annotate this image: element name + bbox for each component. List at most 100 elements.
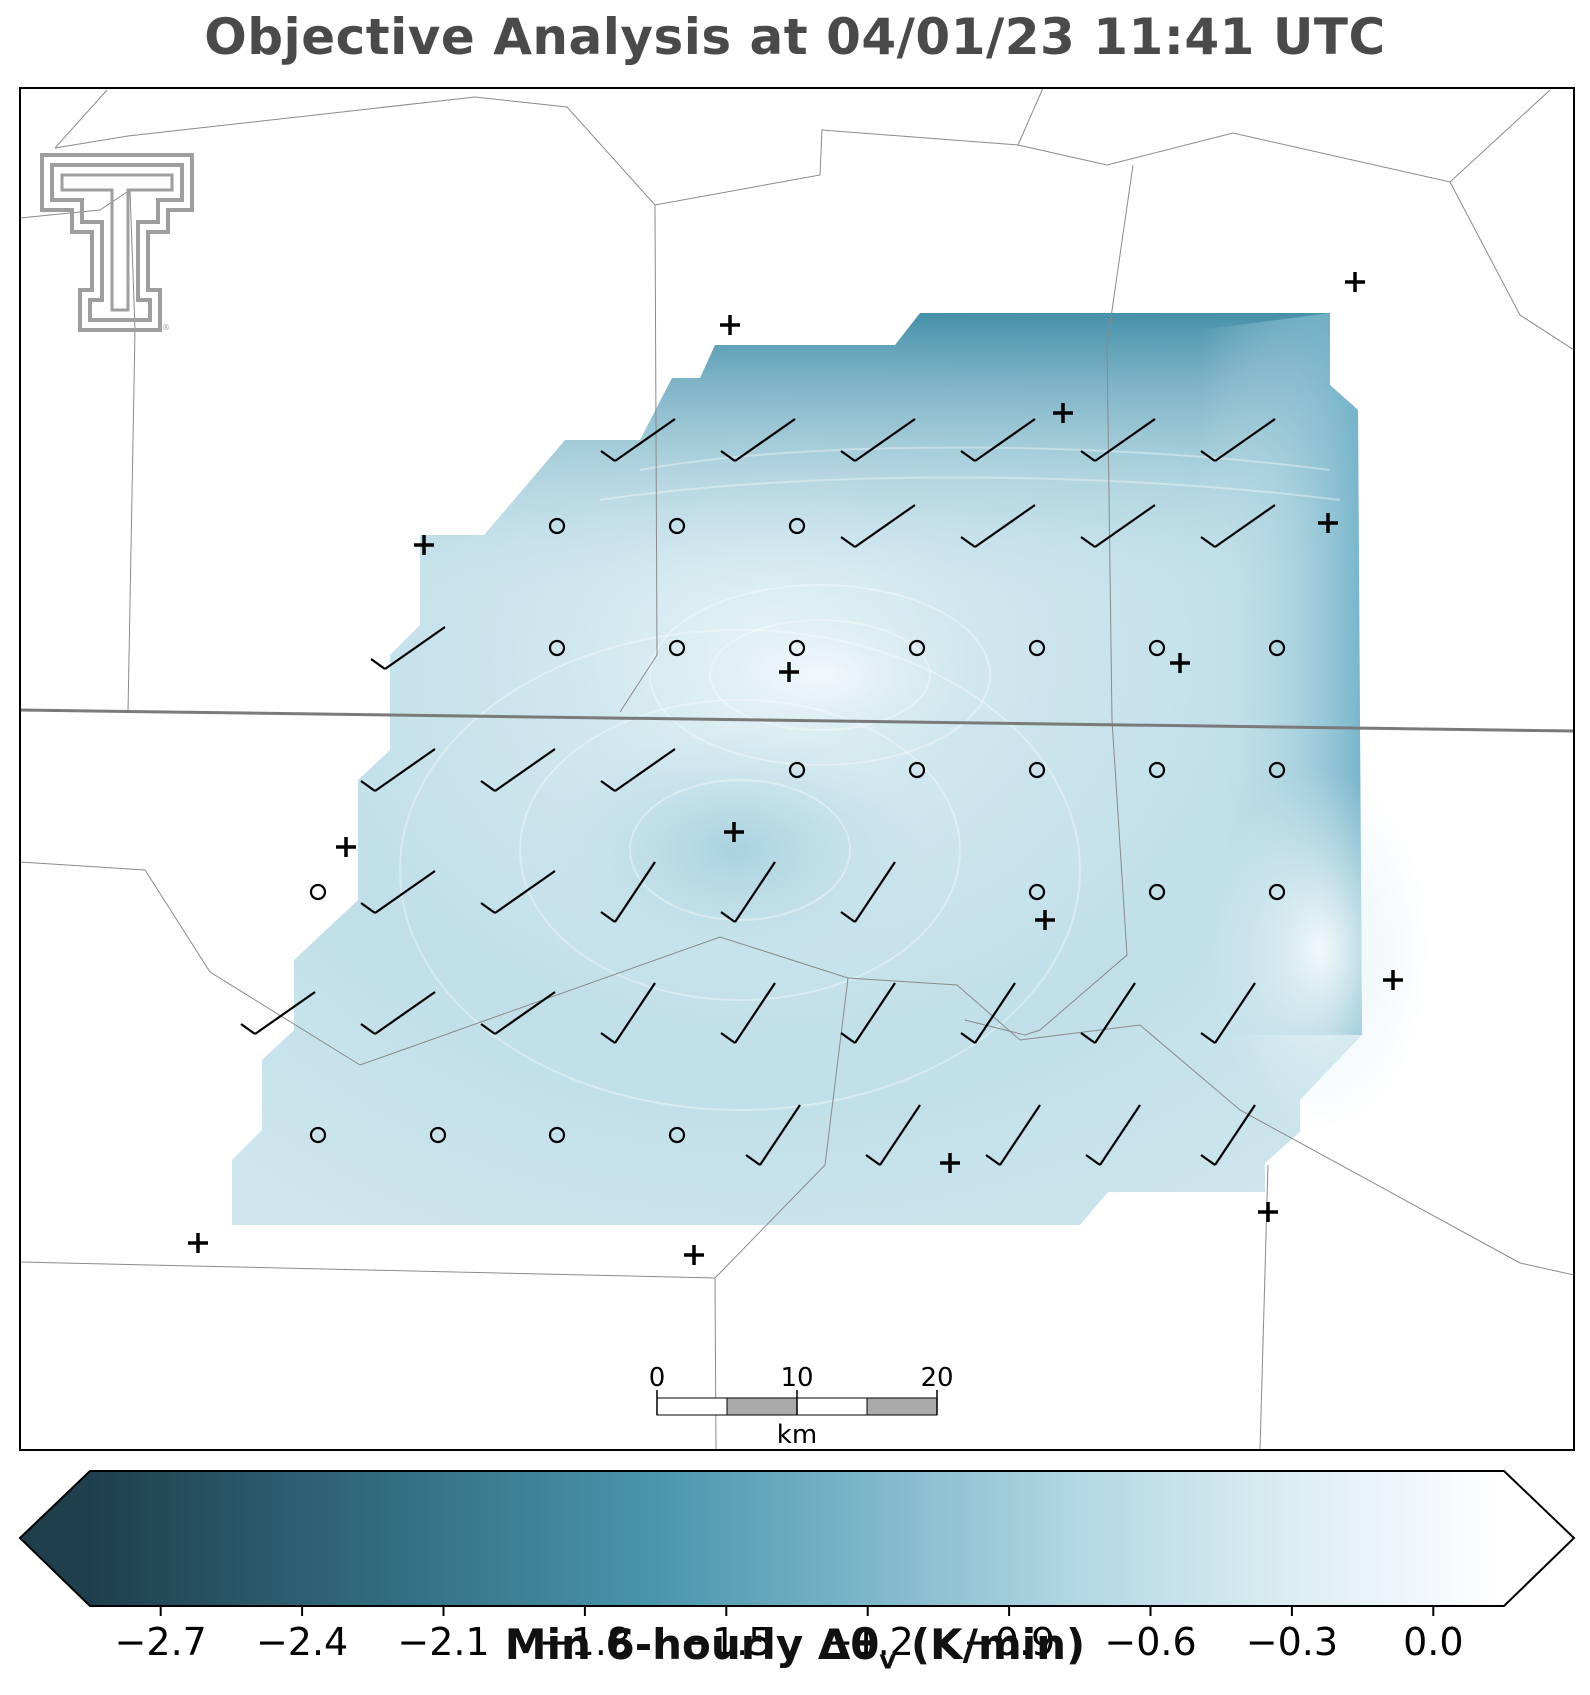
- calm-wind-circle: [1148, 883, 1166, 901]
- colorbar-label-units: (K/min): [896, 1620, 1086, 1669]
- wind-barb: [985, 1104, 1041, 1166]
- wind-barb: [745, 1104, 801, 1166]
- scale-tick-20: 20: [920, 1363, 953, 1393]
- station-plus-marker: [940, 1153, 960, 1173]
- county-borders: [20, 88, 1574, 1450]
- colorbar-label: Min 6-hourly Δθv (K/min): [0, 1620, 1590, 1675]
- wind-barb: [480, 748, 556, 792]
- calm-wind-circle: [1268, 761, 1286, 779]
- calm-wind-circle: [668, 1126, 686, 1144]
- wind-barb: [240, 991, 316, 1035]
- colorbar-tick-label: −2.1: [397, 1620, 489, 1664]
- wind-barb: [840, 418, 916, 462]
- calm-wind-circle: [788, 517, 806, 535]
- wind-barb: [1080, 982, 1136, 1044]
- wind-barb: [370, 626, 446, 670]
- wind-barb: [360, 870, 436, 914]
- wind-barb: [600, 982, 656, 1044]
- station-markers: [188, 272, 1403, 1265]
- colorbar-max-extend: [1504, 1471, 1574, 1606]
- station-plus-marker: [1383, 970, 1403, 990]
- wind-barb: [1200, 1104, 1256, 1166]
- colorbar-tick-label: −0.9: [963, 1620, 1055, 1664]
- colorbar-tick-label: −1.2: [822, 1620, 914, 1664]
- station-plus-marker: [414, 535, 434, 555]
- wind-barb: [600, 748, 676, 792]
- colorbar-gradient: [90, 1471, 1504, 1606]
- station-plus-marker: [720, 315, 740, 335]
- station-plus-marker: [779, 662, 799, 682]
- wind-barb: [1200, 982, 1256, 1044]
- colorbar: −2.7 −2.4 −2.1 −1.8 −1.5 −1.2 −0.9 −0.6 −0.3 0.0: [18, 1470, 1576, 1664]
- calm-wind-circle: [668, 517, 686, 535]
- station-plus-marker: [684, 1245, 704, 1265]
- calm-wind-circle: [908, 761, 926, 779]
- calm-wind-circle: [1148, 639, 1166, 657]
- wind-barb: [1080, 418, 1156, 462]
- wind-barb: [1200, 418, 1276, 462]
- wind-barb: [480, 870, 556, 914]
- colorbar-tick-label: −1.5: [680, 1620, 772, 1664]
- calm-wind-circle: [1148, 761, 1166, 779]
- colorbar-tick-label: −1.8: [539, 1620, 631, 1664]
- colorbar-tick-label: −2.7: [115, 1620, 207, 1664]
- calm-wind-circle: [1028, 639, 1046, 657]
- wind-barb: [960, 982, 1016, 1044]
- colorbar-label-sub: v: [879, 1645, 897, 1676]
- wind-barb: [600, 861, 656, 923]
- wind-barb: [1080, 504, 1156, 548]
- wind-barb: [840, 861, 896, 923]
- station-plus-marker: [1318, 513, 1338, 533]
- station-plus-marker: [724, 822, 744, 842]
- wind-barb: [840, 504, 916, 548]
- wind-barb: [600, 418, 676, 462]
- calm-wind-circle: [1028, 883, 1046, 901]
- svg-text:®: ®: [162, 323, 170, 332]
- calm-wind-circle: [1268, 883, 1286, 901]
- station-plus-marker: [188, 1233, 208, 1253]
- calm-wind-circle: [548, 1126, 566, 1144]
- station-plus-marker: [1035, 910, 1055, 930]
- colorbar-tick-label: −0.6: [1104, 1620, 1196, 1664]
- calm-wind-circle: [668, 639, 686, 657]
- contour-lines: [399, 446, 1341, 1111]
- station-plus-marker: [1258, 1202, 1278, 1222]
- scale-tick-0: 0: [649, 1363, 666, 1393]
- calm-wind-circle: [788, 639, 806, 657]
- colorbar-tick-label: 0.0: [1403, 1620, 1463, 1664]
- wind-barb: [360, 991, 436, 1035]
- wind-barb: [720, 861, 776, 923]
- scale-tick-10: 10: [780, 1363, 813, 1393]
- calm-wind-circle: [309, 1126, 327, 1144]
- colorbar-label-main: Min 6-hourly Δθ: [504, 1620, 880, 1669]
- station-plus-marker: [1170, 653, 1190, 673]
- calm-wind-circle: [908, 639, 926, 657]
- wind-barb: [1200, 504, 1276, 548]
- calm-wind-circle: [548, 639, 566, 657]
- scale-bar: 0 10 20 km: [649, 1363, 954, 1450]
- calm-wind-circle: [548, 517, 566, 535]
- wind-barb: [960, 504, 1036, 548]
- station-plus-marker: [1053, 403, 1073, 423]
- wind-barb: [480, 991, 556, 1035]
- station-plus-marker: [336, 837, 356, 857]
- wind-barbs: [240, 418, 1286, 1166]
- calm-wind-circle: [1268, 639, 1286, 657]
- wind-barb: [720, 418, 796, 462]
- colorbar-tick-label: −2.4: [256, 1620, 348, 1664]
- plot-title: Objective Analysis at 04/01/23 11:41 UTC: [204, 8, 1386, 66]
- calm-wind-circle: [788, 761, 806, 779]
- warm-anomaly: [680, 605, 960, 745]
- wind-barb: [960, 418, 1036, 462]
- colorbar-tick-label: −0.3: [1246, 1620, 1338, 1664]
- colorbar-min-extend: [20, 1471, 90, 1606]
- wind-barb: [865, 1104, 921, 1166]
- wind-barb: [1085, 1104, 1141, 1166]
- warm-anomaly-east: [1210, 770, 1430, 1130]
- calm-wind-circle: [1028, 761, 1046, 779]
- texas-tech-double-t-logo: ®: [40, 153, 194, 332]
- wind-barb: [840, 982, 896, 1044]
- map-frame: [19, 87, 1575, 1451]
- station-plus-marker: [1345, 272, 1365, 292]
